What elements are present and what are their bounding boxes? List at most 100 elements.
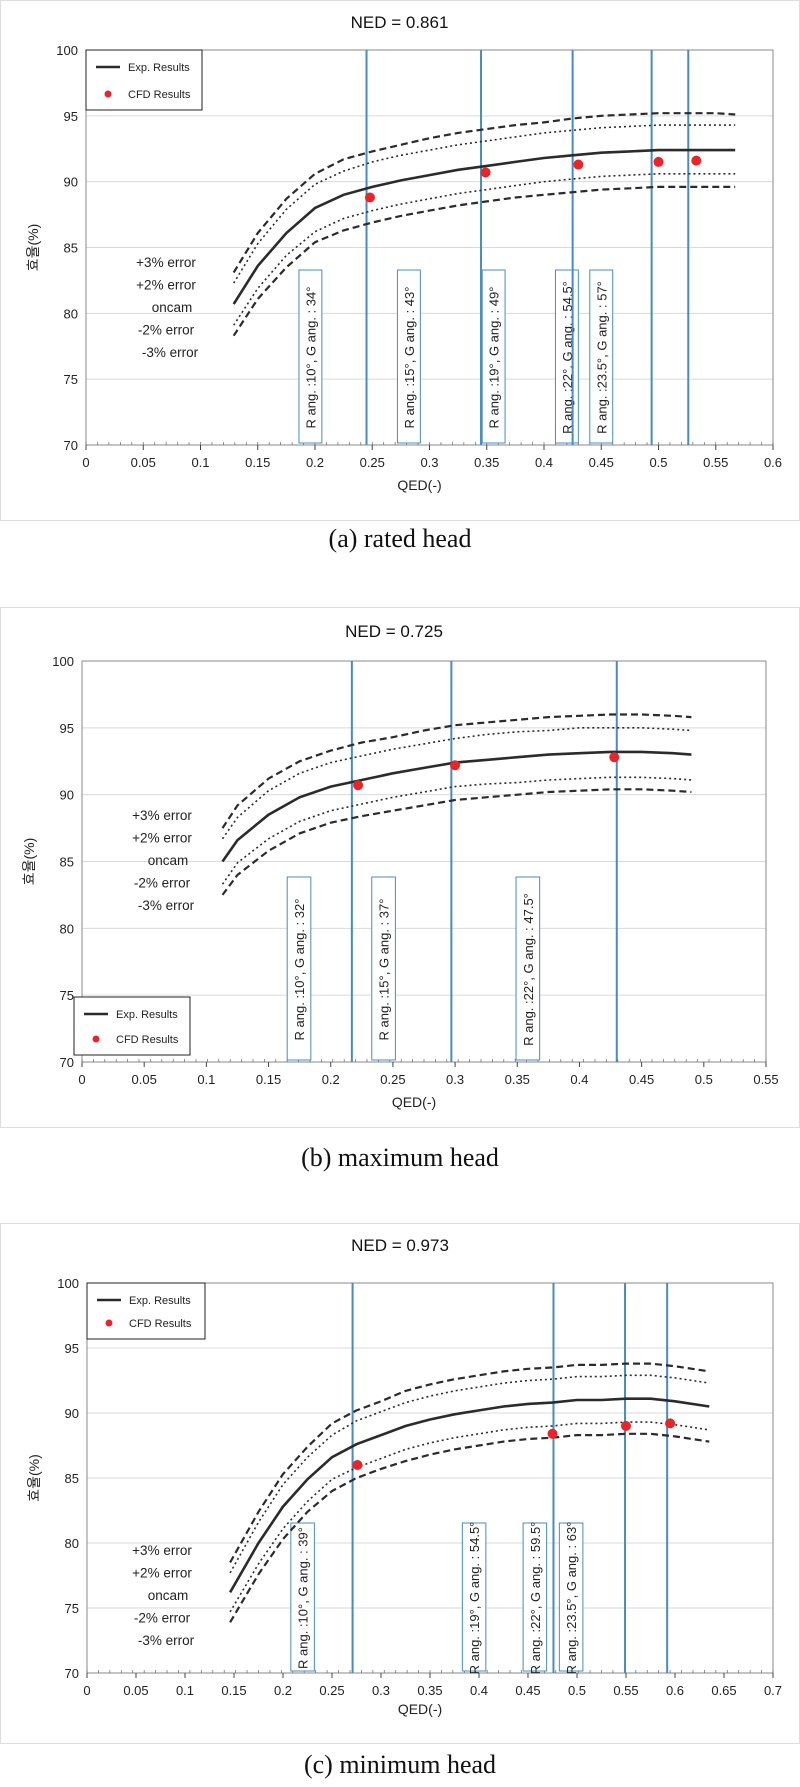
legend-box [85,49,203,111]
y-tick-label: 75 [60,988,74,1003]
legend-label-cfd: CFD Results [129,1318,192,1330]
chart-title: NED = 0.973 [351,1236,449,1255]
cfd-point [621,1421,631,1431]
x-tick-label: 0.1 [176,1683,194,1698]
caption-maximum-head: (b) maximum head [301,1143,499,1172]
error-label: -3% error [138,898,195,913]
annotation-frame [290,1522,315,1672]
cfd-point [364,192,375,203]
error-label: -2% error [134,876,191,891]
annotation-label: R ang. :10°, G ang. : 39° [296,1527,311,1669]
x-tick-label: 0.05 [123,1683,148,1698]
annotation-label: R ang. :23.5°, G ang. : 57° [594,281,609,434]
y-axis-label: 효율(%) [26,1454,42,1502]
series-line-3 [221,776,692,885]
y-tick-label: 100 [56,43,78,58]
series-line-3 [233,173,736,326]
annotation-label: R ang. :22°, G ang. : 54.5° [560,281,575,434]
x-tick-label: 0.15 [221,1683,246,1698]
annotation-frame [515,876,541,1061]
x-tick-label: 0.45 [629,1072,654,1087]
legend-label-exp: Exp. Results [128,62,190,74]
chart-title: NED = 0.725 [345,622,443,641]
x-tick-label: 0.35 [417,1683,442,1698]
legend-swatch-cfd [92,1035,100,1043]
legend-swatch-cfd [105,1319,113,1327]
annotation-label: R ang. :10°, G ang. : 34° [303,287,318,429]
cfd-point [653,156,664,167]
x-tick-label: 0.15 [245,455,270,470]
error-label: -3% error [138,1633,195,1648]
annotation-box: R ang. :19°, G ang. : 54.5° [461,1522,487,1674]
annotation-frame [286,876,312,1061]
cfd-point [665,1418,676,1429]
y-tick-label: 80 [64,306,78,321]
x-tick-label: 0.1 [197,1072,215,1087]
x-tick-label: 0.5 [649,455,667,470]
x-tick-label: 0.2 [306,455,324,470]
cfd-point [609,752,620,763]
x-tick-label: 0.65 [711,1683,736,1698]
series-line-4 [221,788,692,896]
cfd-point [480,167,491,178]
y-tick-label: 95 [60,721,74,736]
error-label: oncam [148,1588,189,1603]
caption-rated-head: (a) rated head [328,524,472,553]
error-label: oncam [152,300,193,315]
error-label: +3% error [132,808,192,823]
x-tick-label: 0.05 [132,1072,157,1087]
legend-box [73,996,191,1056]
error-label: -3% error [142,345,199,360]
series-line-1 [221,727,692,840]
annotation-frame [461,1522,487,1672]
annotation-box: R ang. :19°, G ang. : 49° [481,269,506,444]
series-line-0 [232,148,736,305]
annotation-frame [371,876,396,1061]
cfd-point [352,1460,363,1470]
y-tick-label: 70 [64,438,78,453]
y-tick-label: 70 [60,1055,74,1070]
y-tick-label: 85 [60,855,74,870]
x-tick-label: 0.3 [446,1072,464,1087]
cfd-point [573,159,584,170]
x-tick-label: 0 [78,1072,85,1087]
y-axis-label: 효율(%) [21,838,37,886]
x-tick-label: 0 [82,455,89,470]
annotation-label: R ang. :15°, G ang. : 37° [377,899,392,1041]
annotation-frame [396,269,421,444]
legend-swatch-cfd [104,90,112,98]
chart-panel-minimum-head: NED = 0.973 70 75 80 85 90 95 100 0 0.05 0.1 0.15 0.… [0,1223,800,1744]
x-tick-label: 0.3 [420,455,438,470]
error-label: -2% error [138,323,195,338]
y-tick-label: 85 [65,1471,79,1486]
annotation-label: R ang. :19°, G ang. : 49° [487,287,502,429]
y-tick-label: 85 [64,241,78,256]
error-label: +2% error [132,831,192,846]
error-label: +2% error [132,1566,192,1581]
y-tick-label: 100 [57,1276,79,1291]
x-tick-label: 0.25 [360,455,385,470]
annotation-label: R ang. :10°, G ang. : 32° [292,899,307,1041]
cfd-point [450,760,461,771]
chart-title: NED = 0.861 [351,13,449,32]
chart-svg: NED = 0.861 70 75 80 85 90 95 100 0 0.05 0.1 0.15 0.… [0,0,800,521]
annotation-box: R ang. :22°, G ang. : 47.5° [515,876,541,1061]
x-tick-label: 0.3 [372,1683,390,1698]
x-tick-label: 0.45 [589,455,614,470]
x-tick-label: 0.6 [666,1683,684,1698]
annotation-label: R ang. :22°, G ang. : 59.5° [528,1522,543,1675]
x-tick-label: 0.35 [474,455,499,470]
error-label: +3% error [136,255,196,270]
chart-panel-maximum-head: NED = 0.725 70 75 80 85 90 95 100 0 0.05 0.1 0.15 0.… [0,607,800,1128]
y-tick-label: 70 [65,1666,79,1681]
x-tick-label: 0.55 [613,1683,638,1698]
x-tick-label: 0.55 [753,1072,778,1087]
y-tick-label: 80 [60,921,74,936]
legend-box [86,1282,206,1340]
x-tick-label: 0.4 [470,1683,488,1698]
y-tick-label: 95 [65,1341,79,1356]
x-axis-label: QED(-) [392,1094,436,1110]
x-tick-label: 0.2 [322,1072,340,1087]
y-tick-label: 100 [52,654,74,669]
annotation-label: R ang. :22°, G ang. : 47.5° [521,893,536,1046]
